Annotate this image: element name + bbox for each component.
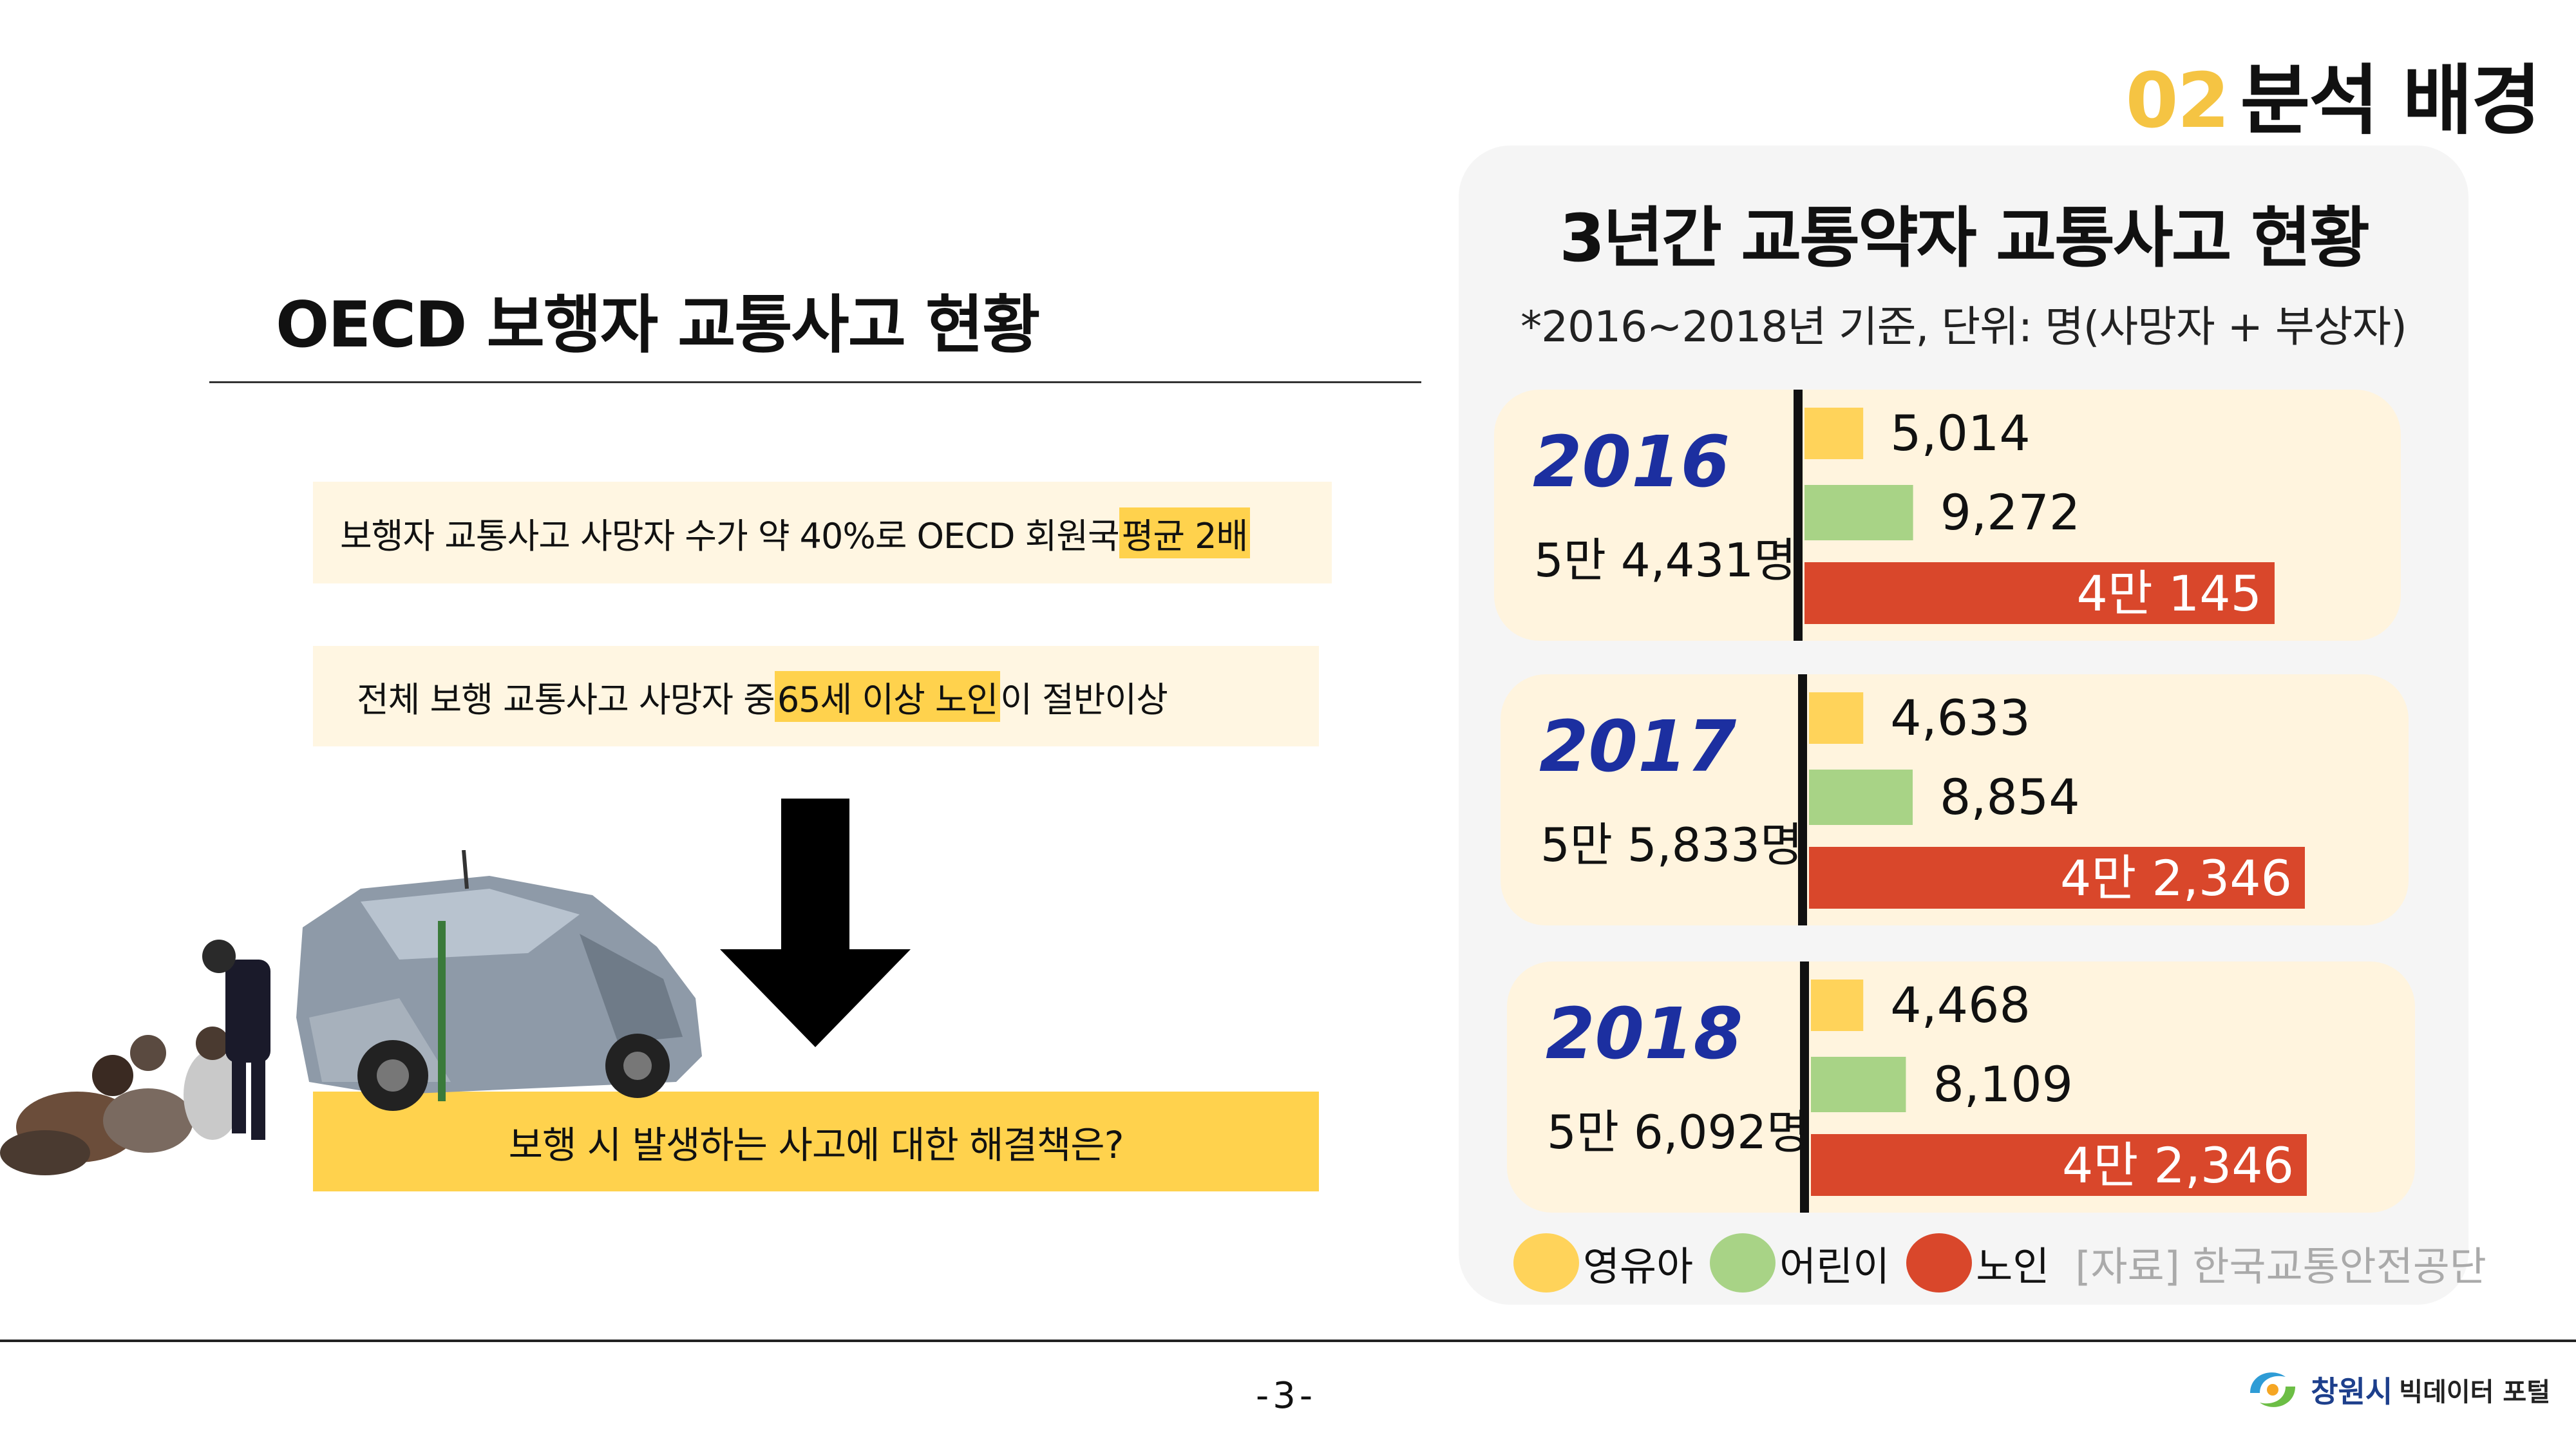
info-box-elderly-highlight: 65세 이상 노인 (774, 670, 1001, 722)
footer-logo-sub: 빅데이터 포털 (2399, 1378, 2550, 1407)
info-box-elderly-text: 전체 보행 교통사고 사망자 중 (357, 679, 775, 720)
bar-어린이-2018 (1811, 1057, 1906, 1112)
section-title: 02 분석 배경 (2125, 39, 2541, 149)
value-label-어린이-2016: 9,272 (1940, 484, 2081, 541)
changwon-logo-icon (2250, 1372, 2296, 1407)
value-label-영유아-2017: 4,633 (1890, 689, 2031, 746)
value-label-어린이-2017: 8,854 (1940, 768, 2080, 826)
year-label-2018: 2018 (1546, 992, 1743, 1075)
bar-노인-2018 (1811, 1134, 2307, 1196)
info-box-oecd-highlight: 평균 2배 (1119, 507, 1251, 558)
car-accident-photo (0, 850, 702, 1175)
down-arrow-head-icon (720, 949, 911, 1047)
bar-영유아-2016 (1804, 408, 1864, 459)
chart-axis-2016 (1794, 390, 1803, 641)
legend-label-child: 어린이 (1779, 1243, 1890, 1290)
legend-label-infant: 영유아 (1583, 1243, 1694, 1290)
info-box-oecd: 보행자 교통사고 사망자 수가 약 40%로 OECD 회원국 평균 2배 (313, 482, 1332, 583)
footer-divider (0, 1340, 2576, 1342)
down-arrow-icon (781, 799, 849, 960)
bar-노인-2016 (1804, 562, 2275, 624)
chart-subtitle: *2016~2018년 기준, 단위: 명(사망자 + 부상자) (1520, 302, 2407, 352)
page-number: -3- (1256, 1375, 1317, 1417)
left-title: OECD 보행자 교통사고 현황 (276, 289, 1040, 362)
value-label-영유아-2018: 4,468 (1890, 976, 2031, 1034)
year-label-2017: 2017 (1539, 705, 1737, 788)
value-label-노인-2016: 4만 145 (2076, 565, 2262, 622)
bar-영유아-2018 (1811, 980, 1864, 1031)
chart-axis-2017 (1798, 674, 1807, 925)
section-number: 02 (2125, 56, 2230, 145)
legend-swatch-child (1710, 1233, 1776, 1293)
question-box: 보행 시 발생하는 사고에 대한 해결책은? (313, 1092, 1319, 1191)
legend-item-child: 어린이 (1710, 1233, 1889, 1293)
legend-label-elderly: 노인 (1976, 1243, 2050, 1290)
chart-title: 3년간 교통약자 교통사고 현황 (1559, 200, 2370, 277)
info-box-elderly-text-after: 이 절반이상 (1000, 679, 1168, 720)
value-label-영유아-2016: 5,014 (1890, 404, 2031, 462)
value-label-노인-2017: 4만 2,346 (2060, 849, 2292, 907)
footer-logo-text: 창원시 (2311, 1374, 2393, 1409)
legend-swatch-elderly (1906, 1233, 1973, 1293)
total-label-2018: 5만 6,092명 (1547, 1105, 1809, 1159)
info-box-elderly: 전체 보행 교통사고 사망자 중 65세 이상 노인 이 절반이상 (313, 646, 1319, 746)
legend-swatch-infant (1513, 1233, 1579, 1293)
chart-legend: 영유아 어린이 노인 [자료] 한국교통안전공단 (1513, 1233, 2486, 1293)
left-divider (209, 381, 1421, 383)
total-label-2016: 5만 4,431명 (1534, 533, 1796, 587)
year-label-2016: 2016 (1533, 421, 1730, 503)
bar-영유아-2017 (1809, 692, 1864, 744)
value-label-노인-2018: 4만 2,346 (2062, 1137, 2294, 1194)
chart-source: [자료] 한국교통안전공단 (2075, 1243, 2486, 1290)
section-heading: 분석 배경 (2240, 56, 2541, 145)
value-label-어린이-2018: 8,109 (1933, 1056, 2073, 1113)
legend-item-elderly: 노인 (1906, 1233, 2049, 1293)
info-box-oecd-text: 보행자 교통사고 사망자 수가 약 40%로 OECD 회원국 (340, 515, 1120, 556)
bar-어린이-2017 (1809, 770, 1913, 825)
legend-item-infant: 영유아 (1513, 1233, 1693, 1293)
chart-axis-2018 (1800, 961, 1809, 1213)
total-label-2017: 5만 5,833명 (1540, 818, 1803, 872)
footer-logo: 창원시 빅데이터 포털 (2244, 1364, 2550, 1416)
bar-어린이-2016 (1804, 485, 1913, 540)
bar-노인-2017 (1809, 847, 2305, 909)
